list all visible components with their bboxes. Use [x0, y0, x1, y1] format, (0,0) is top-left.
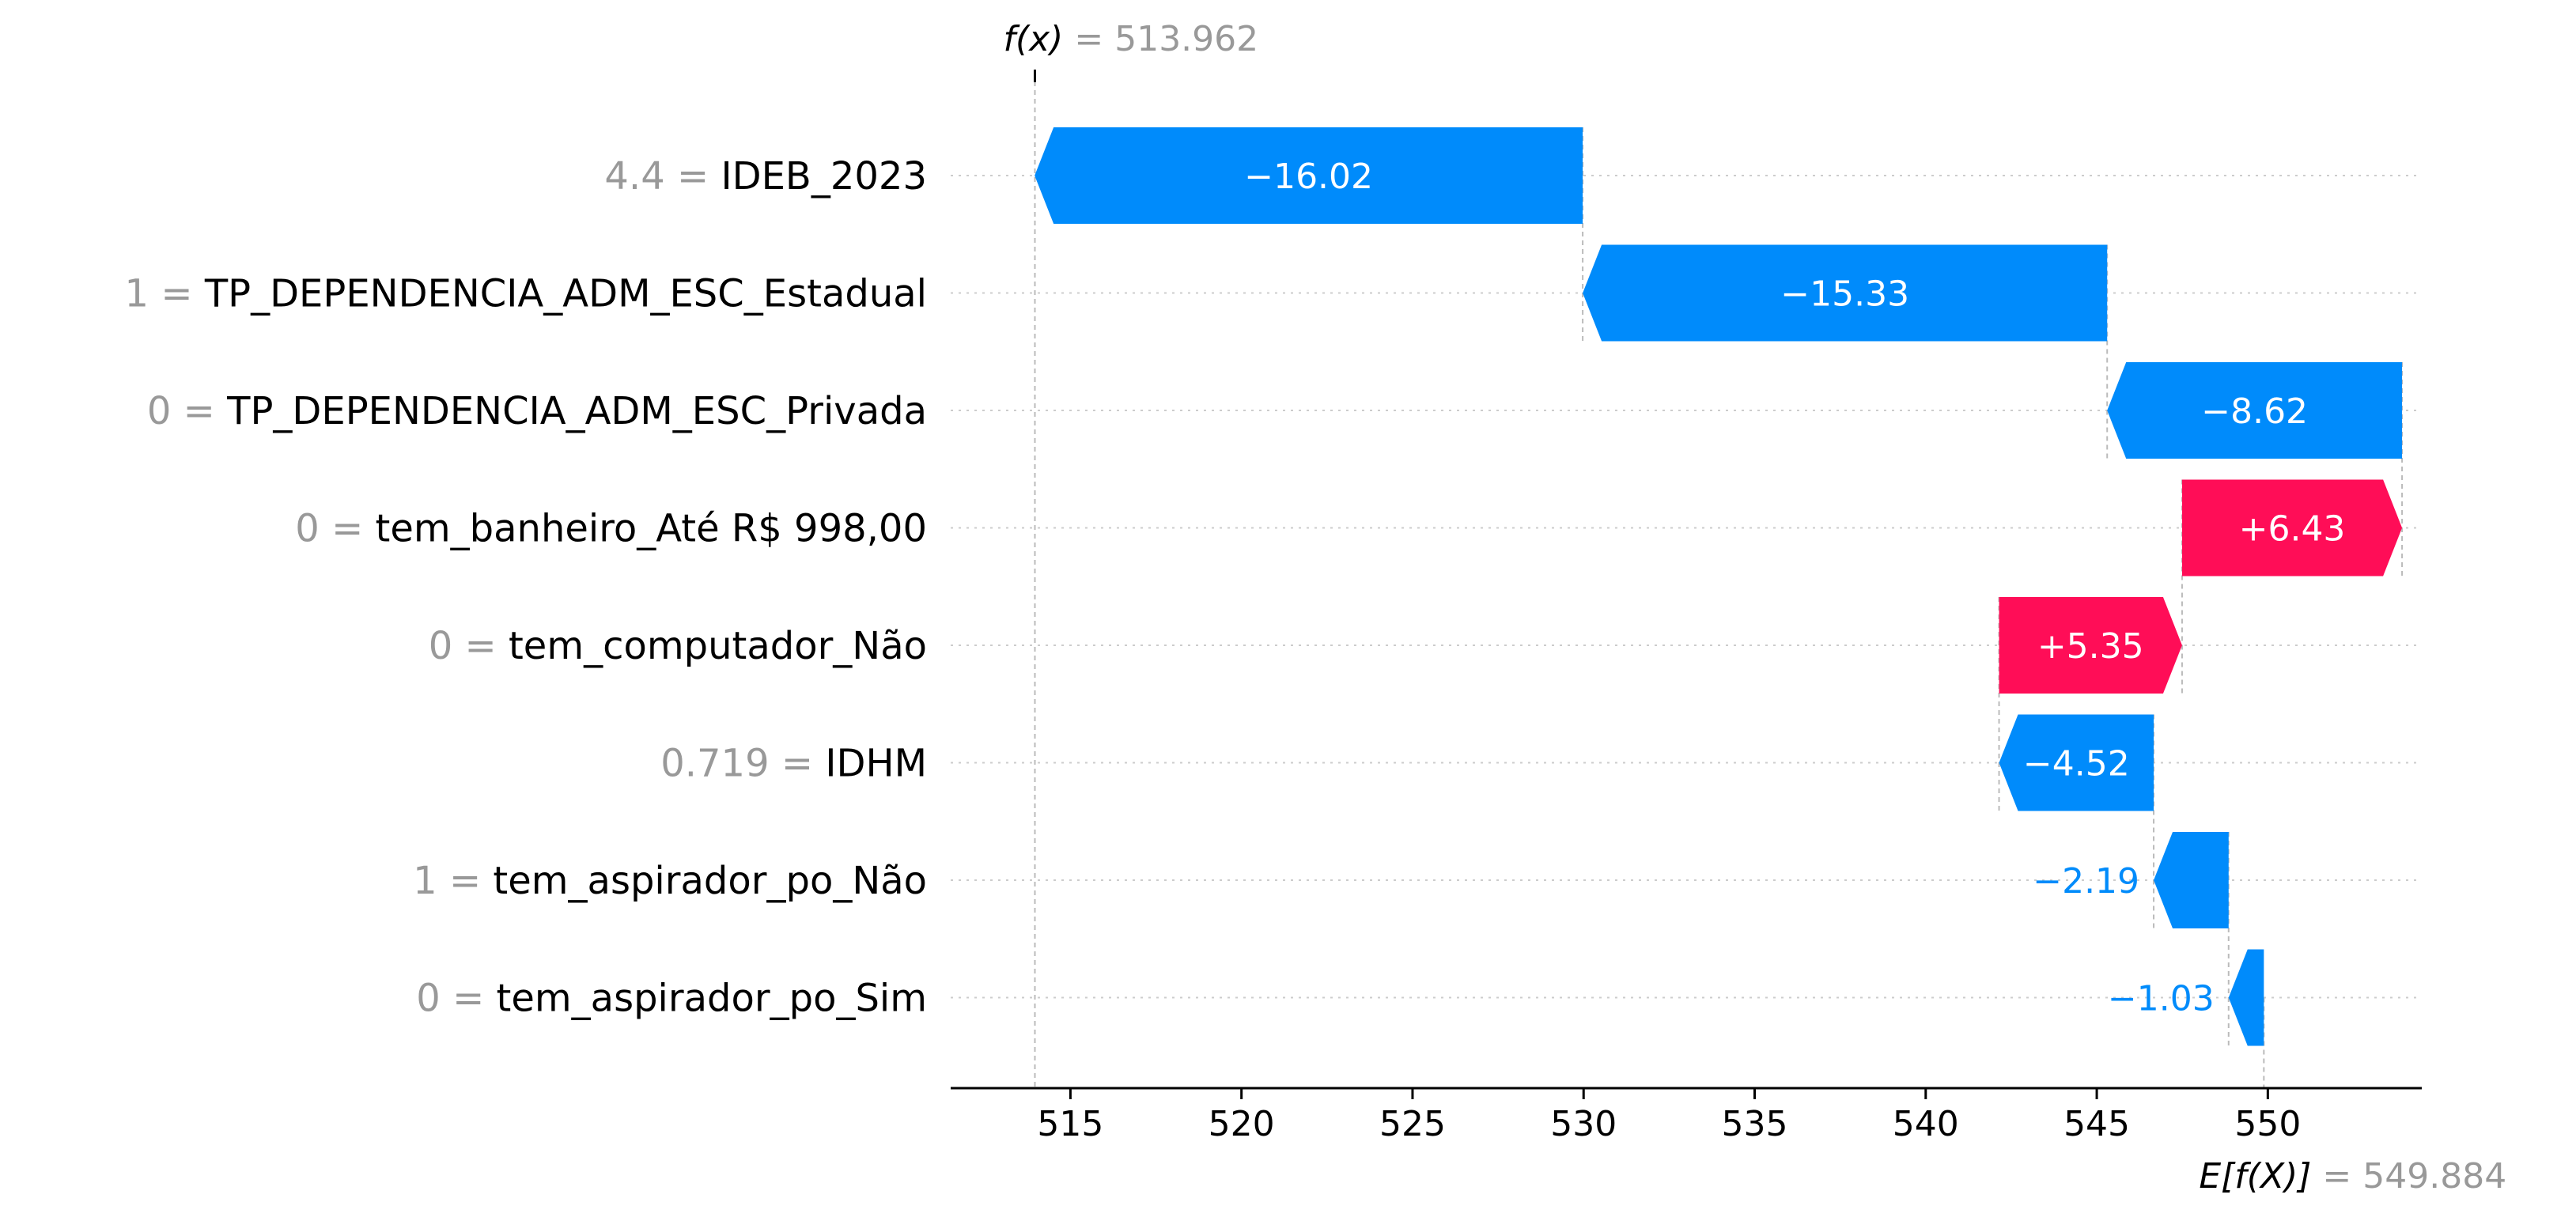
- feature-label: 0.719 = IDHM: [660, 742, 927, 786]
- feature-value: 0 =: [429, 624, 509, 668]
- feature-name: tem_computador_Não: [509, 624, 927, 668]
- negative-bar: [1035, 127, 1583, 224]
- bar-value-label: −4.52: [2023, 744, 2130, 784]
- negative-bar: [2107, 362, 2403, 459]
- feature-name: TP_DEPENDENCIA_ADM_ESC_Estadual: [204, 272, 927, 316]
- expected-label: E[f(X)]: [2199, 1156, 2311, 1196]
- bar-value-label: −1.03: [2108, 979, 2215, 1019]
- fx-annotation: f(x) = 513.962: [1003, 19, 1258, 59]
- feature-name: tem_banheiro_Até R$ 998,00: [376, 507, 927, 551]
- positive-bar: [1999, 597, 2182, 694]
- feature-name: tem_aspirador_po_Não: [493, 859, 927, 903]
- feature-name: TP_DEPENDENCIA_ADM_ESC_Privada: [226, 389, 927, 433]
- x-tick-label: 535: [1722, 1104, 1788, 1144]
- negative-bar: [1999, 714, 2154, 811]
- bar-value-label: −8.62: [2201, 391, 2308, 432]
- bar-value-label: −16.02: [1244, 157, 1373, 197]
- x-tick-label: 540: [1893, 1104, 1959, 1144]
- feature-name: IDHM: [825, 742, 927, 786]
- feature-value: 0.719 =: [660, 742, 825, 786]
- feature-label: 0 = tem_aspirador_po_Sim: [416, 977, 927, 1021]
- feature-labels: 4.4 = IDEB_2023 1 = TP_DEPENDENCIA_ADM_ES…: [125, 154, 927, 1021]
- expected-value: = 549.884: [2311, 1156, 2506, 1196]
- annotations: f(x) = 513.962 E[f(X)] = 549.884: [1003, 19, 2506, 1196]
- x-axis: 515 520 525 530 535 540 545 550: [951, 1087, 2422, 1144]
- bar-value-label: −2.19: [2033, 861, 2139, 902]
- x-tick-label: 525: [1379, 1104, 1446, 1144]
- bars: −16.02 −15.33 −8.62 +6.43 +5.35 −4.52 −2.19 −1.…: [1035, 127, 2403, 1046]
- feature-label: 1 = TP_DEPENDENCIA_ADM_ESC_Estadual: [125, 272, 927, 316]
- feature-value: 1 =: [125, 272, 205, 316]
- feature-value: 1 =: [413, 859, 493, 903]
- feature-label: 1 = tem_aspirador_po_Não: [413, 859, 927, 903]
- expected-annotation: E[f(X)] = 549.884: [2199, 1156, 2506, 1196]
- grid-lines: [951, 175, 2422, 999]
- fx-label: f(x): [1003, 19, 1063, 59]
- feature-label: 4.4 = IDEB_2023: [604, 154, 927, 198]
- x-tick-label: 530: [1550, 1104, 1617, 1144]
- x-tick-label: 545: [2063, 1104, 2130, 1144]
- feature-label: 0 = TP_DEPENDENCIA_ADM_ESC_Privada: [147, 389, 927, 433]
- fx-value: = 513.962: [1063, 19, 1258, 59]
- x-tick-label: 520: [1209, 1104, 1275, 1144]
- feature-label: 0 = tem_banheiro_Até R$ 998,00: [295, 507, 927, 551]
- bar-value-label: +5.35: [2037, 626, 2144, 667]
- negative-bar: [1583, 244, 2108, 342]
- bar-value-label: −15.33: [1780, 274, 1909, 315]
- negative-bar: [2154, 832, 2229, 928]
- negative-bar: [2228, 949, 2264, 1046]
- feature-value: 0 =: [147, 389, 227, 433]
- x-tick-label: 550: [2234, 1104, 2301, 1144]
- feature-name: IDEB_2023: [721, 154, 927, 198]
- feature-value: 4.4 =: [604, 154, 721, 198]
- feature-name: tem_aspirador_po_Sim: [497, 977, 927, 1021]
- feature-value: 0 =: [295, 507, 375, 551]
- x-tick-label: 515: [1037, 1104, 1103, 1144]
- feature-label: 0 = tem_computador_Não: [429, 624, 927, 668]
- bar-value-label: +6.43: [2239, 509, 2346, 550]
- feature-value: 0 =: [416, 977, 496, 1021]
- positive-bar: [2181, 479, 2403, 576]
